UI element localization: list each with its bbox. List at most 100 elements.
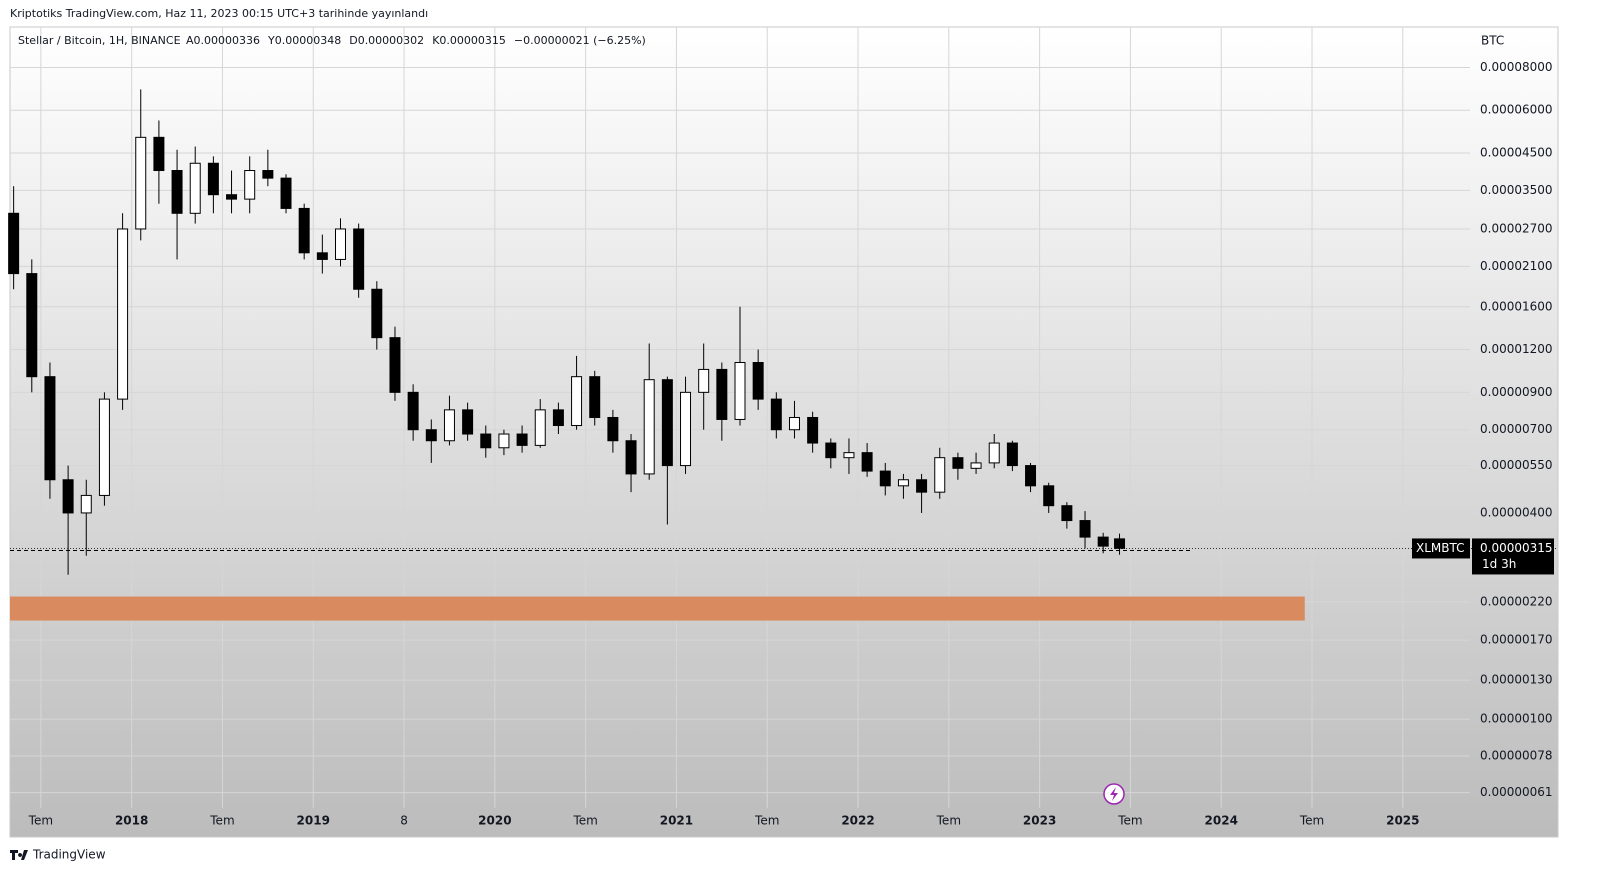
candle-body bbox=[716, 368, 728, 420]
x-tick-label: 2025 bbox=[1386, 814, 1419, 828]
symbol-badge bbox=[1412, 538, 1470, 559]
y-tick-label: 0.00000700 bbox=[1480, 422, 1553, 436]
candle-body bbox=[1114, 538, 1126, 549]
candle-body bbox=[207, 162, 219, 196]
candle-body bbox=[316, 252, 328, 260]
candle-body bbox=[788, 416, 800, 431]
x-tick-label: 2022 bbox=[841, 814, 874, 828]
price-label: 0.00000315 bbox=[1480, 541, 1553, 555]
ohlc-value: A0.00000336 bbox=[186, 34, 260, 47]
y-tick-label: 0.00000078 bbox=[1480, 749, 1553, 763]
candle-body bbox=[262, 170, 274, 179]
y-tick-label: 0.00001200 bbox=[1480, 342, 1553, 356]
y-tick-label: 0.00000900 bbox=[1480, 385, 1553, 399]
y-tick-label: 0.00000100 bbox=[1480, 712, 1553, 726]
ohlc-value: −0.00000021 (−6.25%) bbox=[514, 34, 646, 47]
candle-body bbox=[516, 433, 528, 446]
y-tick-label: 0.00006000 bbox=[1480, 103, 1553, 117]
x-tick-label: Tem bbox=[28, 814, 53, 828]
y-tick-label: 0.00001600 bbox=[1480, 299, 1553, 313]
candle-body bbox=[353, 228, 365, 290]
candle-body bbox=[970, 462, 982, 469]
chart-title: Stellar / Bitcoin, 1H, BINANCE bbox=[18, 34, 181, 47]
candle-body bbox=[552, 409, 564, 427]
candle-body bbox=[861, 452, 873, 472]
candle-body bbox=[625, 440, 637, 475]
candle-body bbox=[171, 170, 183, 214]
candle-body bbox=[80, 494, 92, 514]
ohlc-value: K0.00000315 bbox=[432, 34, 506, 47]
candle-body bbox=[389, 337, 401, 393]
candle-body bbox=[1097, 536, 1109, 547]
x-tick-label: Tem bbox=[209, 814, 234, 828]
candle-body bbox=[153, 136, 165, 172]
candle-body bbox=[44, 376, 56, 481]
candle-body bbox=[698, 368, 710, 393]
countdown-label: 1d 3h bbox=[1482, 557, 1516, 571]
candle-body bbox=[571, 376, 583, 427]
candle-body bbox=[1079, 520, 1091, 538]
candle-body bbox=[189, 162, 201, 214]
candle-body bbox=[643, 379, 655, 475]
x-tick-label: 2018 bbox=[115, 814, 148, 828]
ohlc-value: D0.00000302 bbox=[349, 34, 424, 47]
candle-body bbox=[661, 379, 673, 467]
y-tick-label: 0.00002700 bbox=[1480, 221, 1553, 235]
candle-body bbox=[916, 479, 928, 493]
candle-body bbox=[1006, 442, 1018, 467]
candle-body bbox=[680, 391, 692, 467]
x-tick-label: 2023 bbox=[1023, 814, 1056, 828]
candle-body bbox=[443, 409, 455, 442]
y-tick-label: 0.00000061 bbox=[1480, 785, 1553, 799]
candle-body bbox=[480, 433, 492, 449]
candle-body bbox=[462, 409, 474, 435]
candle-body bbox=[298, 207, 310, 254]
y-tick-label: 0.00004500 bbox=[1480, 146, 1553, 160]
candle-body bbox=[843, 452, 855, 459]
y-tick-label: 0.00003500 bbox=[1480, 183, 1553, 197]
candle-body bbox=[26, 273, 38, 378]
x-tick-label: Tem bbox=[936, 814, 961, 828]
candle-body bbox=[98, 398, 110, 496]
candle-body bbox=[534, 409, 546, 446]
candle-body bbox=[1061, 505, 1073, 522]
candle-body bbox=[280, 177, 292, 209]
candle-body bbox=[425, 429, 437, 442]
candle-body bbox=[8, 212, 20, 275]
candle-body bbox=[407, 391, 419, 431]
candle-body bbox=[897, 479, 909, 487]
y-tick-label: 0.00000550 bbox=[1480, 458, 1553, 472]
candle-body bbox=[607, 416, 619, 442]
candle-body bbox=[825, 442, 837, 459]
candle-body bbox=[770, 398, 782, 431]
x-tick-label: 2024 bbox=[1205, 814, 1238, 828]
candle-body bbox=[371, 288, 383, 339]
candle-body bbox=[1025, 465, 1037, 487]
candle-body bbox=[589, 376, 601, 418]
candle-body bbox=[952, 457, 964, 469]
candle-body bbox=[117, 228, 129, 400]
x-tick-label: Tem bbox=[754, 814, 779, 828]
footer-brand: TradingView bbox=[32, 848, 106, 862]
candle-body bbox=[244, 170, 256, 200]
publish-header: Kriptotiks TradingView.com, Haz 11, 2023… bbox=[10, 7, 428, 20]
lightning-icon bbox=[1103, 783, 1125, 805]
currency-label: BTC bbox=[1481, 34, 1504, 48]
x-tick-label: 8 bbox=[400, 814, 408, 828]
candle-body bbox=[879, 470, 891, 487]
candle-body bbox=[807, 416, 819, 444]
candle-body bbox=[498, 433, 510, 449]
x-tick-label: Tem bbox=[572, 814, 597, 828]
candle-body bbox=[934, 457, 946, 493]
candle-body bbox=[1043, 485, 1055, 507]
candle-body bbox=[226, 194, 238, 200]
x-tick-label: Tem bbox=[1299, 814, 1324, 828]
candle-body bbox=[335, 228, 346, 260]
tradingview-logo bbox=[10, 850, 28, 860]
y-tick-label: 0.00000170 bbox=[1480, 633, 1553, 647]
candle-body bbox=[734, 362, 746, 420]
y-tick-label: 0.00008000 bbox=[1480, 60, 1553, 74]
candle-body bbox=[988, 442, 1000, 464]
